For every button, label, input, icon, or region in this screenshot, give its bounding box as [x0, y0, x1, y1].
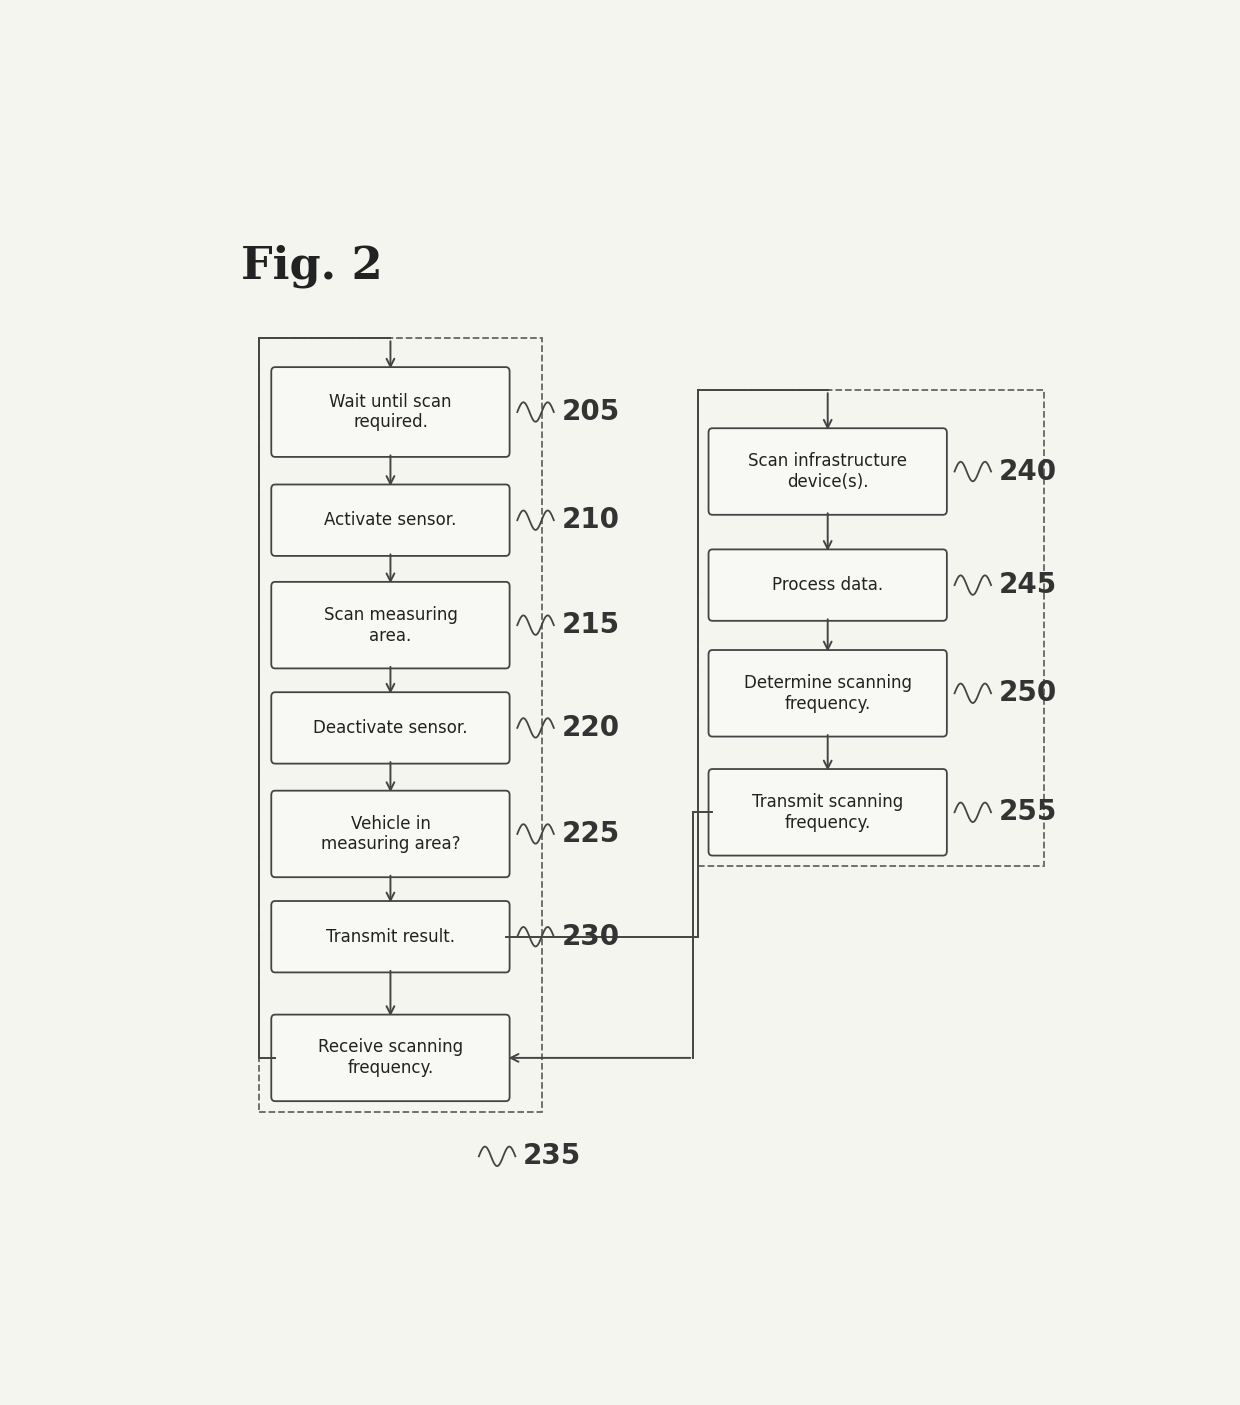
Text: Fig. 2: Fig. 2 [242, 244, 383, 288]
Text: 215: 215 [562, 611, 620, 639]
Text: Wait until scan
required.: Wait until scan required. [329, 392, 451, 431]
Text: Determine scanning
frequency.: Determine scanning frequency. [744, 674, 911, 712]
Text: 210: 210 [562, 506, 620, 534]
FancyBboxPatch shape [272, 693, 510, 763]
Text: 245: 245 [998, 570, 1056, 599]
FancyBboxPatch shape [708, 549, 947, 621]
Text: Deactivate sensor.: Deactivate sensor. [314, 719, 467, 736]
Text: Process data.: Process data. [773, 576, 883, 594]
Text: 240: 240 [998, 458, 1056, 486]
Text: 250: 250 [998, 679, 1056, 707]
Text: 205: 205 [562, 398, 620, 426]
Text: 230: 230 [562, 923, 620, 951]
Text: Scan measuring
area.: Scan measuring area. [324, 606, 458, 645]
Text: Transmit scanning
frequency.: Transmit scanning frequency. [753, 792, 903, 832]
FancyBboxPatch shape [708, 769, 947, 856]
Text: 255: 255 [998, 798, 1058, 826]
FancyBboxPatch shape [272, 901, 510, 972]
Text: Receive scanning
frequency.: Receive scanning frequency. [317, 1038, 463, 1078]
Text: 220: 220 [562, 714, 620, 742]
Text: 235: 235 [523, 1142, 582, 1170]
Bar [698, 391, 1044, 867]
Text: Activate sensor.: Activate sensor. [324, 511, 456, 530]
Text: 225: 225 [562, 821, 620, 849]
Bar [259, 339, 542, 1111]
FancyBboxPatch shape [272, 1014, 510, 1102]
FancyBboxPatch shape [272, 582, 510, 669]
FancyBboxPatch shape [272, 367, 510, 457]
Text: Transmit result.: Transmit result. [326, 927, 455, 946]
FancyBboxPatch shape [272, 791, 510, 877]
FancyBboxPatch shape [708, 651, 947, 736]
FancyBboxPatch shape [272, 485, 510, 556]
Text: Vehicle in
measuring area?: Vehicle in measuring area? [321, 815, 460, 853]
FancyBboxPatch shape [708, 429, 947, 514]
Text: Scan infrastructure
device(s).: Scan infrastructure device(s). [748, 452, 908, 490]
